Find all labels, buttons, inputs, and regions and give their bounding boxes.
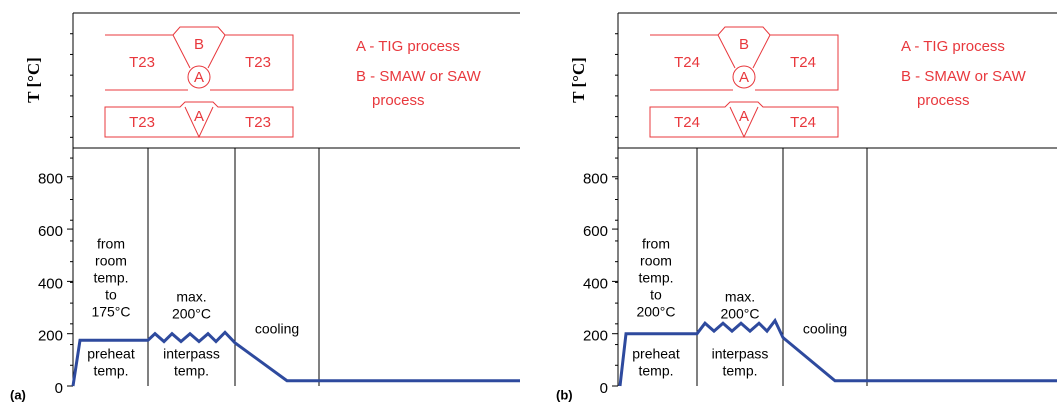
y-tick-label: 0: [55, 380, 63, 397]
annotation: temp.: [638, 363, 673, 379]
y-tick-label: 200: [38, 328, 63, 345]
annotation: temp.: [722, 363, 757, 379]
annotation: to: [650, 287, 662, 303]
annotation: to: [105, 287, 117, 303]
weld-label: A: [194, 69, 204, 86]
annotation: interpass: [712, 346, 769, 362]
annotation: 200°C: [720, 306, 759, 322]
plate-label: T24: [674, 114, 700, 131]
panel-label: (b): [556, 387, 573, 402]
plate-label: T24: [674, 54, 700, 71]
weld-label: A: [194, 108, 204, 125]
y-tick-label: 800: [583, 171, 608, 188]
plate-label: T24: [790, 114, 816, 131]
temperature-line: [618, 317, 1057, 387]
plate-label: T23: [129, 114, 155, 131]
annotation: room: [640, 253, 672, 269]
y-axis-label: T [°C]: [569, 57, 588, 103]
weld-label: B: [739, 36, 749, 53]
y-tick-label: 0: [600, 380, 608, 397]
annotation: interpass: [163, 346, 220, 362]
annotation: room: [95, 253, 127, 269]
weld-bottom: [649, 101, 839, 139]
plate-label: T23: [245, 114, 271, 131]
y-axis-label: T [°C]: [24, 57, 43, 103]
legend-text: A - TIG process: [901, 38, 1005, 55]
y-tick-label: 800: [38, 171, 63, 188]
y-tick-label: 600: [38, 223, 63, 240]
weld-top: [105, 26, 294, 91]
weld-top: [650, 26, 839, 91]
annotation: max.: [725, 289, 755, 305]
y-tick-label: 400: [38, 275, 63, 292]
annotation: preheat: [632, 346, 680, 362]
annotation: temp.: [93, 363, 128, 379]
weld-label: B: [194, 36, 204, 53]
legend-text: A - TIG process: [356, 38, 460, 55]
annotation: temp.: [638, 270, 673, 286]
annotation: cooling: [803, 321, 847, 337]
y-tick-label: 600: [583, 223, 608, 240]
plate-label: T24: [790, 54, 816, 71]
annotation: max.: [176, 289, 206, 305]
weld-bottom: [104, 101, 294, 139]
weld-root-circle: [187, 65, 211, 89]
weld-label: A: [739, 69, 749, 86]
temperature-line: [71, 330, 520, 387]
annotation: temp.: [174, 363, 209, 379]
y-tick-label: 200: [583, 328, 608, 345]
legend-text: B - SMAW or SAW: [356, 68, 482, 85]
plate-label: T23: [245, 54, 271, 71]
annotation: 200°C: [172, 306, 211, 322]
annotation: 175°C: [91, 304, 130, 320]
weld-label: A: [739, 108, 749, 125]
annotation: preheat: [87, 346, 135, 362]
annotation: from: [97, 236, 125, 252]
annotation: 200°C: [636, 304, 675, 320]
annotation: temp.: [93, 270, 128, 286]
plate-label: T23: [129, 54, 155, 71]
legend-text: B - SMAW or SAW: [901, 68, 1027, 85]
legend-text: process: [917, 92, 970, 109]
annotation: from: [642, 236, 670, 252]
annotation: cooling: [255, 321, 299, 337]
panel-label: (a): [10, 387, 26, 402]
weld-root-circle: [732, 65, 756, 89]
y-tick-label: 400: [583, 275, 608, 292]
legend-text: process: [372, 92, 425, 109]
